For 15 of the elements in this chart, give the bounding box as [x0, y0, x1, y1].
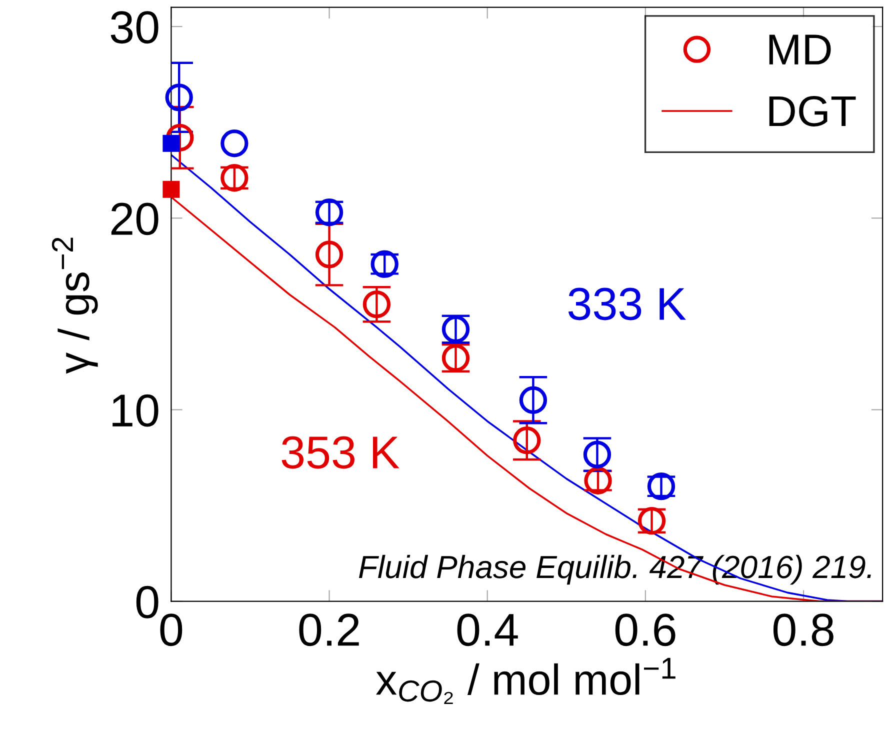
x-tick-label: 0 [160, 614, 182, 646]
x-tick-label: 0.2 [299, 614, 359, 646]
y-tick-label: 10 [112, 394, 158, 427]
x-tick-label: 0.8 [773, 614, 834, 646]
annotation: 333 K [568, 288, 686, 320]
y-tick-label: 30 [110, 11, 158, 44]
y-tick-label: 20 [111, 202, 158, 236]
legend-label: DGT [769, 96, 856, 126]
legend-label: MD [769, 34, 831, 64]
x-tick-label: 0.6 [615, 614, 676, 646]
annotation: 353 K [282, 436, 400, 469]
y-axis-title: γ / gs$^{−2}$ [52, 238, 98, 374]
x-axis-title: x$_{CO₂}$ / mol mol$^{−1}$ [376, 658, 676, 704]
x-tick-label: 0.4 [457, 614, 518, 646]
y-tick-label: 0 [136, 586, 158, 618]
